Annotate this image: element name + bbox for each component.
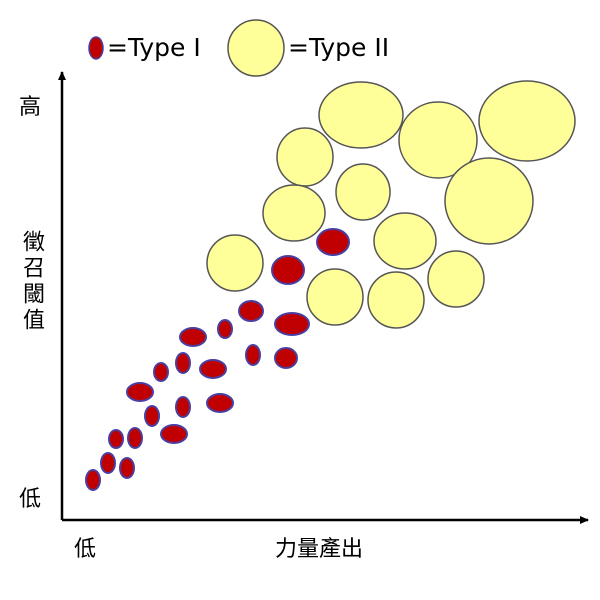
type1-units — [85, 228, 350, 491]
type2-unit — [478, 80, 576, 162]
type1-unit — [274, 347, 298, 369]
type2-unit — [306, 268, 364, 326]
type1-unit — [144, 405, 160, 427]
type1-unit — [119, 457, 135, 479]
type2-unit — [206, 234, 264, 292]
x-axis-title: 力量產出 — [275, 537, 364, 562]
type1-unit — [199, 359, 227, 379]
type1-unit — [217, 319, 233, 339]
y-axis-title: 徵召閾值 — [19, 230, 44, 334]
type2-unit — [276, 127, 334, 187]
legend-type1-label: =Type I — [107, 33, 201, 62]
type1-unit — [160, 424, 188, 444]
type2-unit — [335, 163, 391, 221]
type1-unit — [100, 452, 116, 474]
x-axis-low-label: 低 — [74, 537, 97, 562]
type2-units — [206, 80, 576, 329]
type1-unit — [126, 382, 154, 402]
type2-unit — [367, 271, 425, 329]
type1-unit — [175, 352, 191, 374]
legend-type1-marker — [88, 36, 104, 60]
type1-unit — [153, 362, 169, 382]
type1-unit — [274, 312, 310, 336]
type1-unit — [85, 469, 101, 491]
type1-unit — [179, 327, 207, 347]
type2-unit — [398, 101, 478, 179]
type2-unit — [262, 184, 326, 242]
legend-type2-label: =Type II — [288, 33, 390, 62]
type1-unit — [316, 228, 350, 256]
type2-unit — [427, 250, 485, 308]
type1-unit — [238, 300, 264, 322]
type2-unit — [318, 81, 404, 149]
legend-type2-marker — [227, 19, 285, 77]
type1-unit — [108, 429, 124, 449]
type1-unit — [245, 344, 261, 366]
type1-unit — [206, 393, 234, 413]
type1-unit — [175, 396, 191, 418]
y-axis-low-label: 低 — [19, 487, 42, 512]
type2-unit — [373, 212, 437, 270]
type1-unit — [127, 427, 143, 449]
type2-unit — [444, 157, 534, 245]
y-axis-high-label: 高 — [19, 95, 42, 120]
type1-unit — [271, 255, 305, 285]
